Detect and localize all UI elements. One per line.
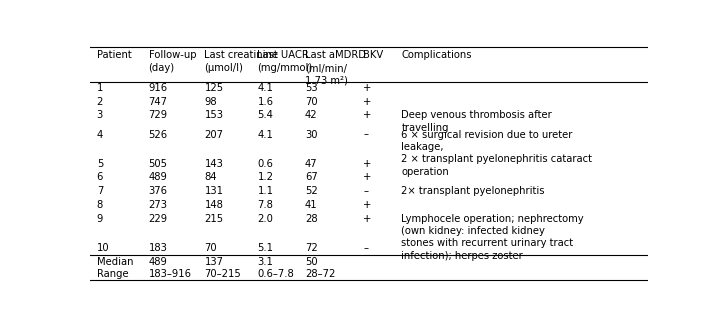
Text: 2: 2 — [96, 97, 103, 107]
Text: 5.4: 5.4 — [258, 111, 274, 120]
Text: 8: 8 — [96, 200, 103, 210]
Text: +: + — [364, 111, 372, 120]
Text: 215: 215 — [204, 214, 223, 224]
Text: 183–916: 183–916 — [148, 269, 192, 279]
Text: 42: 42 — [305, 111, 318, 120]
Text: 70–215: 70–215 — [204, 269, 241, 279]
Text: 376: 376 — [148, 186, 168, 196]
Text: –: – — [364, 186, 369, 196]
Text: Follow-up
(day): Follow-up (day) — [148, 50, 196, 73]
Text: 526: 526 — [148, 130, 168, 140]
Text: 489: 489 — [148, 257, 168, 267]
Text: 137: 137 — [204, 257, 223, 267]
Text: 0.6: 0.6 — [258, 159, 274, 169]
Text: 131: 131 — [204, 186, 223, 196]
Text: Median: Median — [96, 257, 133, 267]
Text: 0.6–7.8: 0.6–7.8 — [258, 269, 294, 279]
Text: 7: 7 — [96, 186, 103, 196]
Text: 5: 5 — [96, 159, 103, 169]
Text: 7.8: 7.8 — [258, 200, 274, 210]
Text: 3: 3 — [96, 111, 103, 120]
Text: Last aMDRD
(ml/min/
1.73 m²): Last aMDRD (ml/min/ 1.73 m²) — [305, 50, 366, 86]
Text: 67: 67 — [305, 173, 318, 182]
Text: 1.2: 1.2 — [258, 173, 274, 182]
Text: 3.1: 3.1 — [258, 257, 274, 267]
Text: –: – — [364, 130, 369, 140]
Text: +: + — [364, 173, 372, 182]
Text: 4: 4 — [96, 130, 103, 140]
Text: +: + — [364, 159, 372, 169]
Text: +: + — [364, 214, 372, 224]
Text: 148: 148 — [204, 200, 223, 210]
Text: 6: 6 — [96, 173, 103, 182]
Text: 28: 28 — [305, 214, 318, 224]
Text: 143: 143 — [204, 159, 223, 169]
Text: 2× transplant pyelonephritis: 2× transplant pyelonephritis — [401, 186, 545, 196]
Text: Lymphocele operation; nephrectomy
(own kidney: infected kidney
stones with recur: Lymphocele operation; nephrectomy (own k… — [401, 214, 584, 261]
Text: 84: 84 — [204, 173, 217, 182]
Text: 505: 505 — [148, 159, 168, 169]
Text: 729: 729 — [148, 111, 168, 120]
Text: 489: 489 — [148, 173, 168, 182]
Text: Complications: Complications — [401, 50, 472, 60]
Text: 50: 50 — [305, 257, 318, 267]
Text: 916: 916 — [148, 83, 168, 93]
Text: 53: 53 — [305, 83, 318, 93]
Text: 70: 70 — [305, 97, 318, 107]
Text: 10: 10 — [96, 243, 109, 253]
Text: Last creatinine
(μmol/l): Last creatinine (μmol/l) — [204, 50, 279, 73]
Text: +: + — [364, 83, 372, 93]
Text: 153: 153 — [204, 111, 223, 120]
Text: 30: 30 — [305, 130, 318, 140]
Text: 1: 1 — [96, 83, 103, 93]
Text: Patient: Patient — [96, 50, 132, 60]
Text: 4.1: 4.1 — [258, 83, 274, 93]
Text: 183: 183 — [148, 243, 168, 253]
Text: 747: 747 — [148, 97, 168, 107]
Text: 5.1: 5.1 — [258, 243, 274, 253]
Text: 125: 125 — [204, 83, 223, 93]
Text: 1.1: 1.1 — [258, 186, 274, 196]
Text: +: + — [364, 200, 372, 210]
Text: 52: 52 — [305, 186, 318, 196]
Text: 70: 70 — [204, 243, 217, 253]
Text: 28–72: 28–72 — [305, 269, 336, 279]
Text: 1.6: 1.6 — [258, 97, 274, 107]
Text: 2.0: 2.0 — [258, 214, 274, 224]
Text: 6 × surgical revision due to ureter
leakage,
2 × transplant pyelonephritis catar: 6 × surgical revision due to ureter leak… — [401, 130, 593, 177]
Text: BKV: BKV — [364, 50, 384, 60]
Text: 41: 41 — [305, 200, 318, 210]
Text: 229: 229 — [148, 214, 168, 224]
Text: Range: Range — [96, 269, 128, 279]
Text: +: + — [364, 97, 372, 107]
Text: 273: 273 — [148, 200, 168, 210]
Text: 207: 207 — [204, 130, 223, 140]
Text: 72: 72 — [305, 243, 318, 253]
Text: –: – — [364, 243, 369, 253]
Text: Deep venous thrombosis after
travelling: Deep venous thrombosis after travelling — [401, 111, 552, 133]
Text: 4.1: 4.1 — [258, 130, 274, 140]
Text: Last UACR
(mg/mmol): Last UACR (mg/mmol) — [258, 50, 312, 73]
Text: 9: 9 — [96, 214, 103, 224]
Text: 98: 98 — [204, 97, 217, 107]
Text: 47: 47 — [305, 159, 318, 169]
